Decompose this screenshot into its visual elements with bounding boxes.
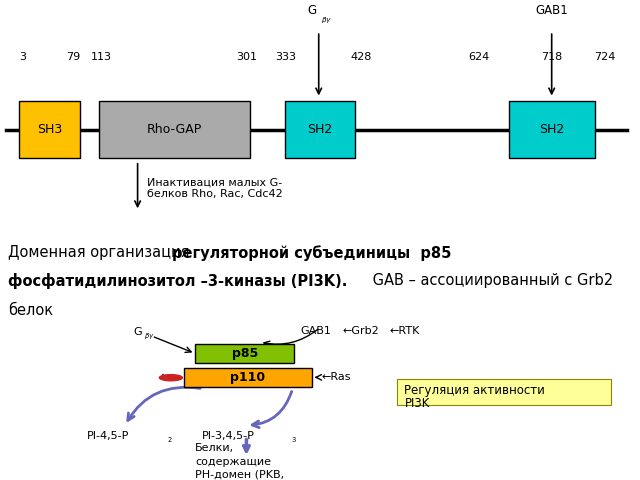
Text: GAB1: GAB1	[535, 4, 568, 17]
Text: 718: 718	[541, 52, 563, 62]
Text: PI-4,5-P: PI-4,5-P	[86, 431, 129, 441]
Text: SH3: SH3	[37, 123, 62, 136]
Bar	[19, 101, 80, 158]
Text: регуляторной субъединицы  p85: регуляторной субъединицы p85	[172, 245, 451, 261]
Text: G: G	[308, 4, 317, 17]
Text: SH2: SH2	[307, 123, 333, 136]
Text: GAB1: GAB1	[301, 326, 332, 336]
Text: p85: p85	[232, 347, 258, 360]
Bar	[397, 379, 611, 405]
Text: 624: 624	[468, 52, 490, 62]
FancyArrowPatch shape	[252, 392, 292, 428]
Text: белок: белок	[8, 303, 53, 318]
Bar	[99, 101, 250, 158]
Text: Белки,
содержащие
PH-домен (PKB,
Btk, PLCγ2,
Grb7/10/14): Белки, содержащие PH-домен (PKB, Btk, PL…	[195, 444, 284, 480]
Bar	[184, 368, 312, 387]
Circle shape	[159, 375, 182, 381]
Text: 113: 113	[91, 52, 111, 62]
Text: p110: p110	[230, 371, 265, 384]
Text: 724: 724	[594, 52, 616, 62]
Text: 3: 3	[19, 52, 26, 62]
Text: 301: 301	[236, 52, 257, 62]
Text: 428: 428	[351, 52, 372, 62]
Text: PI-3,4,5-P: PI-3,4,5-P	[202, 431, 255, 441]
Text: Регуляция активности: Регуляция активности	[404, 384, 545, 397]
Bar	[285, 101, 355, 158]
Text: Инактивация малых G-
белков Rho, Rac, Cdc42: Инактивация малых G- белков Rho, Rac, Cd…	[147, 178, 283, 199]
Text: $_{\beta\gamma}$: $_{\beta\gamma}$	[144, 332, 155, 342]
Text: 333: 333	[276, 52, 296, 62]
Text: G: G	[134, 327, 142, 337]
Text: 79: 79	[67, 52, 81, 62]
Text: Доменная организация: Доменная организация	[8, 245, 194, 260]
Text: GAB – ассоциированный с Grb2: GAB – ассоциированный с Grb2	[368, 274, 613, 288]
Text: фосфатидилинозитол –3-киназы (PI3K).: фосфатидилинозитол –3-киназы (PI3K).	[8, 274, 347, 289]
Text: SH2: SH2	[540, 123, 564, 136]
Text: ←Ras: ←Ras	[321, 372, 351, 383]
Text: $_2$: $_2$	[167, 435, 173, 445]
FancyArrowPatch shape	[160, 374, 166, 379]
FancyArrowPatch shape	[264, 329, 318, 347]
Text: ←RTK: ←RTK	[389, 326, 419, 336]
Text: $_3$: $_3$	[291, 435, 297, 445]
FancyArrowPatch shape	[128, 387, 200, 420]
Text: $_{\beta\gamma}$: $_{\beta\gamma}$	[321, 16, 332, 26]
Text: Rho-GAP: Rho-GAP	[147, 123, 202, 136]
Text: PI3K: PI3K	[404, 397, 430, 410]
Bar	[195, 344, 294, 363]
Text: ←Grb2: ←Grb2	[342, 326, 379, 336]
Bar	[509, 101, 595, 158]
